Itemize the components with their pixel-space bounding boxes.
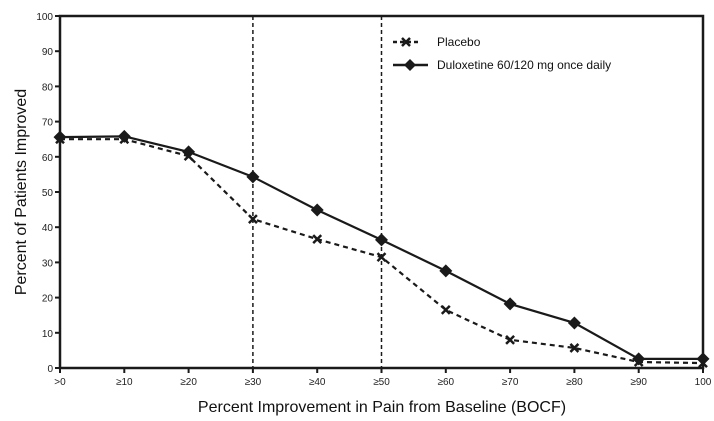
series-group: [53, 129, 710, 368]
y-tick-label: 40: [42, 223, 54, 234]
data-point-x: [505, 334, 515, 345]
y-ticks: 0 10 20 30 40 50 60 70 80 90 100: [36, 12, 60, 375]
y-tick-label: 10: [42, 329, 54, 340]
data-point-x: [248, 214, 258, 224]
x-tick-label: ≥40: [309, 377, 326, 388]
x-tick-label: ≥90: [630, 377, 647, 388]
legend-placebo-marker: [401, 37, 411, 47]
data-point-x: [376, 252, 387, 263]
legend-duloxetine-label: Duloxetine 60/120 mg once daily: [437, 58, 611, 72]
y-tick-label: 50: [42, 188, 54, 199]
x-ticks: >0 ≥10 ≥20 ≥30 ≥40 ≥50 ≥60 ≥70 ≥80 ≥90 100: [54, 368, 712, 388]
data-point-diamond: [117, 129, 131, 143]
legend: Placebo Duloxetine 60/120 mg once daily: [393, 35, 611, 72]
y-axis-title: Percent of Patients Improved: [13, 89, 30, 295]
y-tick-label: 60: [42, 153, 54, 164]
data-point-diamond: [567, 316, 581, 330]
data-point-diamond: [375, 233, 388, 247]
y-tick-label: 20: [42, 294, 54, 305]
legend-placebo-label: Placebo: [437, 35, 481, 49]
data-point-diamond: [503, 297, 517, 311]
data-point-diamond: [632, 352, 646, 366]
data-point-x: [569, 343, 580, 353]
series-duloxetine: [53, 129, 710, 366]
x-tick-label: >0: [54, 377, 66, 388]
series-placebo: [55, 134, 708, 368]
x-tick-label: 100: [695, 377, 712, 388]
x-tick-label: ≥30: [245, 377, 262, 388]
x-tick-label: ≥80: [566, 377, 583, 388]
data-point-diamond: [246, 170, 260, 184]
data-point-diamond: [439, 264, 453, 278]
x-tick-label: ≥50: [373, 377, 390, 388]
y-tick-label: 0: [47, 364, 53, 375]
legend-duloxetine-marker: [404, 59, 416, 71]
reference-lines: [252, 16, 383, 368]
data-point-diamond: [182, 145, 196, 159]
data-point-diamond: [53, 130, 67, 144]
y-tick-label: 70: [42, 118, 54, 129]
data-point-diamond: [696, 352, 710, 366]
y-tick-label: 30: [42, 258, 54, 269]
data-point-diamond: [310, 203, 324, 217]
x-tick-label: ≥10: [116, 377, 133, 388]
x-axis-title: Percent Improvement in Pain from Baselin…: [198, 399, 566, 416]
x-tick-label: ≥20: [180, 377, 197, 388]
y-tick-label: 90: [42, 47, 54, 58]
y-tick-label: 80: [42, 82, 54, 93]
y-tick-label: 100: [36, 12, 53, 23]
data-point-x: [440, 305, 451, 315]
data-point-x: [312, 234, 323, 245]
x-tick-label: ≥60: [437, 377, 454, 388]
x-tick-label: ≥70: [502, 377, 519, 388]
